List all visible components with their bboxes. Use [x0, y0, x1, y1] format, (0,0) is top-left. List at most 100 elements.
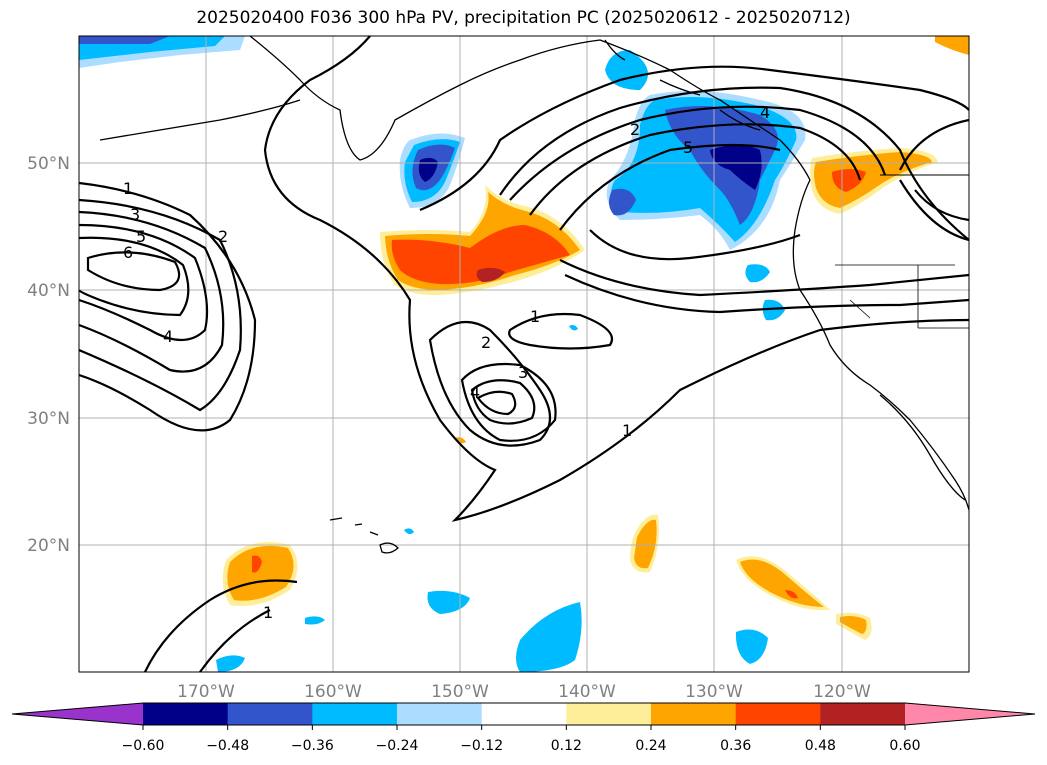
colorbar-tick-label: 0.12 — [551, 738, 582, 754]
colorbar-swatch — [397, 703, 483, 725]
lon-tick-labels: 170°W 160°W 150°W 140°W 130°W 120°W — [177, 682, 871, 702]
colorbar-extend-right — [905, 703, 1035, 725]
lat-tick-labels: 50°N 40°N 30°N 20°N — [27, 154, 70, 556]
pv-contour-inner-2 — [589, 229, 801, 261]
precip-blob — [427, 590, 470, 614]
state-border — [835, 264, 969, 329]
colorbar-swatch — [227, 703, 313, 725]
precip-blob — [710, 145, 762, 190]
pv-contour-main-4 — [509, 105, 887, 201]
colorbar-tick-label: 0.36 — [720, 738, 751, 754]
colorbar: −0.60 −0.48 −0.36 −0.24 −0.12 0.12 0.24 0.36 0.4… — [11, 702, 1036, 754]
contour-label: 2 — [630, 120, 640, 139]
colorbar-tick-label: 0.24 — [635, 738, 666, 754]
lon-tick-label: 140°W — [558, 682, 616, 702]
precip-blob — [785, 590, 798, 599]
contour-label: 5 — [136, 227, 146, 246]
pv-contour-main-2 — [419, 65, 969, 212]
pv-contour-low-4 — [476, 390, 517, 416]
map-area: 1 3 5 6 2 4 2 5 4 1 2 3 4 1 1 — [79, 36, 969, 672]
precip-blob — [391, 225, 570, 285]
lon-tick-label: 130°W — [685, 682, 743, 702]
lat-tick-label: 30°N — [27, 409, 70, 429]
pv-contour-south-2 — [199, 609, 271, 672]
islands — [604, 39, 761, 131]
colorbar-tick-label: −0.60 — [122, 738, 165, 754]
colorbar-swatch — [312, 703, 398, 725]
lat-tick-label: 50°N — [27, 154, 70, 174]
contour-label: 4 — [163, 327, 173, 346]
pv-contour-inner-1 — [559, 143, 781, 231]
lon-tick-label: 160°W — [304, 682, 362, 702]
pv-contour-low-2 — [460, 362, 557, 442]
precip-blob — [608, 188, 636, 216]
colorbar-tick-label: −0.36 — [291, 738, 334, 754]
contour-label: 2 — [218, 227, 228, 246]
precip-blob — [745, 264, 770, 283]
alaska-peninsula — [99, 99, 301, 141]
colorbar-swatch — [820, 703, 906, 725]
pv-contour-main-3 — [499, 86, 969, 241]
precip-blob — [740, 559, 824, 607]
pv-contour-6-west — [86, 251, 181, 292]
pv-contour-south-1 — [144, 579, 298, 672]
precip-blob — [762, 299, 785, 321]
precip-blob — [305, 616, 325, 625]
contour-label: 1 — [263, 603, 273, 622]
contour-label: 4 — [760, 103, 770, 122]
pv-contours — [79, 36, 969, 672]
precip-negative — [79, 36, 806, 672]
precip-blob — [935, 36, 969, 55]
chart-title: 2025020400 F036 300 hPa PV, precipitatio… — [196, 8, 851, 28]
pv-contour-1-west — [79, 181, 257, 432]
precip-blob — [418, 157, 438, 182]
pv-contour-5-west — [79, 236, 190, 317]
colorbar-swatch — [481, 703, 567, 725]
lon-tick-label: 120°W — [813, 682, 871, 702]
contour-label: 1 — [123, 179, 133, 198]
pv-contour-2-west — [79, 198, 242, 412]
lat-tick-label: 40°N — [27, 281, 70, 301]
gridlines — [79, 36, 969, 672]
pv-contour-main-1 — [263, 36, 969, 522]
lon-tick-label: 150°W — [431, 682, 489, 702]
lon-tick-label: 170°W — [177, 682, 235, 702]
contour-label: 2 — [481, 333, 491, 352]
alaska-coast — [249, 36, 811, 181]
colorbar-tick-label: −0.24 — [376, 738, 419, 754]
pv-contour-low-1 — [428, 320, 552, 447]
precip-blob — [404, 528, 414, 535]
contour-label: 5 — [683, 138, 693, 157]
colorbar-swatch — [735, 703, 821, 725]
colorbar-swatch — [143, 703, 229, 725]
precip-blob — [735, 629, 768, 664]
colorbar-swatch — [566, 703, 652, 725]
colorbar-tick-label: −0.12 — [460, 738, 503, 754]
precip-blob — [252, 555, 262, 573]
colorbar-tick-label: 0.60 — [889, 738, 920, 754]
precip-blob — [516, 602, 582, 672]
colorbar-tick-label: −0.48 — [206, 738, 249, 754]
precip-blob — [634, 519, 657, 569]
colorbar-tick-label: 0.48 — [805, 738, 836, 754]
precip-blob — [227, 545, 294, 601]
colorbar-extend-left — [12, 703, 143, 725]
baja — [879, 394, 966, 501]
pv-contour-outer-1 — [559, 259, 969, 297]
contour-label: 3 — [518, 363, 528, 382]
contour-labels: 1 3 5 6 2 4 2 5 4 1 2 3 4 1 1 — [123, 103, 770, 622]
contour-label: 3 — [130, 205, 140, 224]
contour-label: 4 — [470, 383, 480, 402]
precip-blob — [569, 325, 578, 331]
pv-contour-3-west — [79, 210, 225, 373]
west-coast — [792, 179, 969, 511]
pv-contour-4-west — [79, 223, 209, 341]
pv-contour-east-loop — [899, 118, 969, 242]
pv-contour-main-5 — [529, 123, 862, 216]
pv-contour-low-3 — [470, 379, 536, 425]
precip-blob — [476, 267, 505, 282]
contour-label: 1 — [622, 421, 632, 440]
hawaii-islands — [329, 517, 399, 554]
precip-positive — [222, 36, 969, 640]
